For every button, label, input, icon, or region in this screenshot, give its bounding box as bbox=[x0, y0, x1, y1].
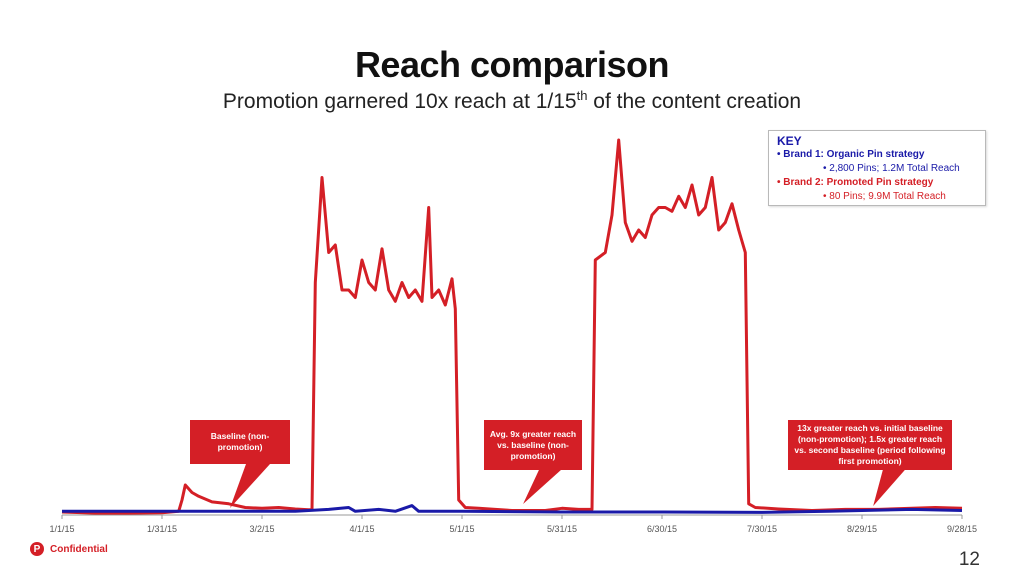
legend-detail-text-brand1: 2,800 Pins; 1.2M Total Reach bbox=[829, 163, 960, 174]
page-number: 12 bbox=[958, 549, 980, 570]
pinterest-logo-icon: P bbox=[30, 542, 44, 556]
slide-subtitle: Promotion garnered 10x reach at 1/15th o… bbox=[0, 88, 1024, 114]
x-tick-label: 9/28/15 bbox=[947, 524, 977, 534]
series-layer bbox=[61, 138, 963, 515]
x-tick-label: 8/29/15 bbox=[847, 524, 877, 534]
footer-brand: P Confidential bbox=[30, 542, 108, 556]
x-tick-label: 4/1/15 bbox=[349, 524, 374, 534]
x-tick-label: 5/31/15 bbox=[547, 524, 577, 534]
legend-entry-brand1: • Brand 1: Organic Pin strategy bbox=[777, 149, 925, 160]
subtitle-superscript: th bbox=[576, 88, 588, 103]
callout-avg9x: Avg. 9x greater reach vs. baseline (non-… bbox=[484, 420, 582, 470]
callout-baseline: Baseline (non-promotion) bbox=[190, 420, 290, 464]
callout-13x: 13x greater reach vs. initial baseline (… bbox=[788, 420, 952, 470]
x-tick-label: 3/2/15 bbox=[249, 524, 274, 534]
series-line bbox=[61, 138, 963, 515]
confidential-label: Confidential bbox=[50, 543, 108, 555]
x-tick-label: 5/1/15 bbox=[449, 524, 474, 534]
legend-title: KEY bbox=[777, 134, 802, 148]
legend-entry-brand2: • Brand 2: Promoted Pin strategy bbox=[777, 177, 934, 188]
slide-title: Reach comparison bbox=[354, 44, 670, 85]
legend-label-brand1: Brand 1: Organic Pin strategy bbox=[783, 149, 925, 160]
x-tick-label: 1/1/15 bbox=[49, 524, 74, 534]
legend-label-brand2: Brand 2: Promoted Pin strategy bbox=[783, 177, 934, 188]
subtitle-main: Promotion garnered 10x reach at 1/15 bbox=[222, 90, 577, 113]
legend-detail-brand2: • 80 Pins; 9.9M Total Reach bbox=[823, 191, 946, 202]
subtitle-end: of the content creation bbox=[587, 90, 802, 113]
x-tick-label: 7/30/15 bbox=[747, 524, 777, 534]
x-tick-label: 1/31/15 bbox=[147, 524, 177, 534]
x-axis: 1/1/15 1/31/15 3/2/15 4/1/15 5/1/15 5/31/15 6/… bbox=[49, 514, 977, 534]
series-line bbox=[62, 504, 963, 514]
legend-detail-brand1: • 2,800 Pins; 1.2M Total Reach bbox=[823, 163, 960, 174]
x-tick-label: 6/30/15 bbox=[647, 524, 677, 534]
legend-detail-text-brand2: 80 Pins; 9.9M Total Reach bbox=[829, 191, 946, 202]
legend-key: KEY • Brand 1: Organic Pin strategy • 2,… bbox=[768, 130, 986, 206]
